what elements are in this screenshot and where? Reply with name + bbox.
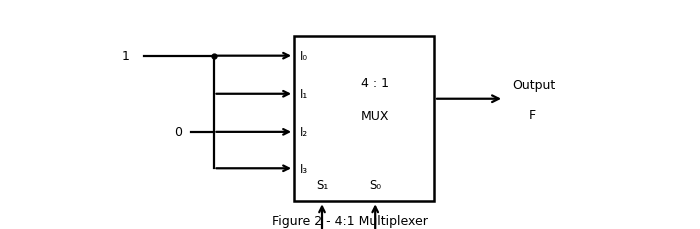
Text: F: F [528, 109, 536, 122]
Text: 1: 1 [122, 50, 130, 63]
Bar [294, 37, 434, 202]
Text: Output: Output [512, 79, 556, 92]
Text: 0: 0 [174, 126, 183, 139]
Text: I₁: I₁ [300, 88, 308, 101]
Text: S₀: S₀ [369, 179, 382, 191]
Text: I₂: I₂ [300, 126, 308, 139]
Text: 4 : 1: 4 : 1 [361, 76, 389, 89]
Text: I₃: I₃ [300, 162, 308, 175]
Text: S₁: S₁ [316, 179, 328, 191]
Text: Figure 2 - 4:1 Multiplexer: Figure 2 - 4:1 Multiplexer [272, 214, 428, 227]
Text: MUX: MUX [361, 109, 389, 122]
Text: tutorialspoint: tutorialspoint [309, 172, 391, 185]
Text: I₀: I₀ [300, 50, 307, 63]
